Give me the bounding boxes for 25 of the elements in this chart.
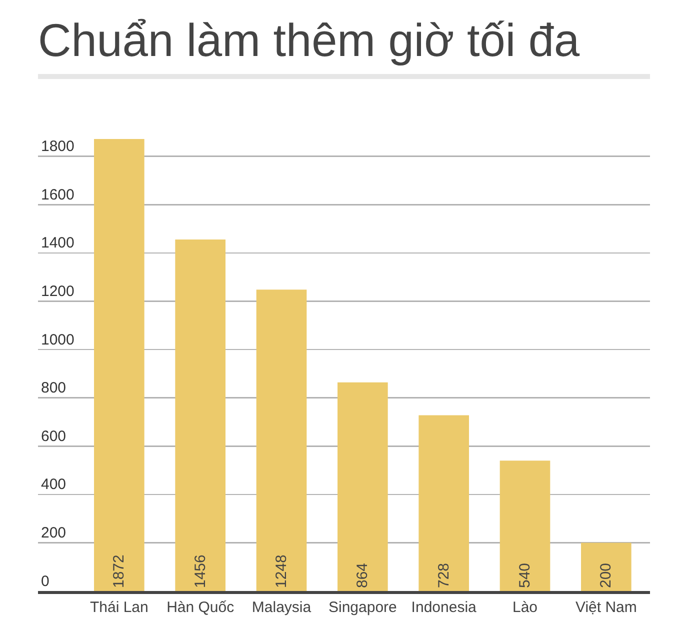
y-tick-label: 1000 [41,331,74,348]
y-tick-label: 200 [41,524,66,542]
chart-title: Chuẩn làm thêm giờ tối đa [38,14,580,66]
y-tick-label: 1800 [41,138,74,156]
data-label: 1872 [110,554,128,588]
x-tick-label: Malaysia [252,599,312,616]
data-label: 1456 [192,554,209,588]
data-label: 1248 [273,554,290,588]
y-tick-label: 400 [41,476,66,494]
y-tick-label: 0 [41,572,50,590]
data-label: 540 [516,562,534,588]
x-tick-label: Thái Lan [90,599,148,616]
y-tick-label: 600 [41,428,66,445]
x-tick-label: Singapore [328,599,397,616]
y-tick-label: 1400 [41,234,74,252]
y-tick-label: 1600 [41,186,74,204]
data-label: 728 [435,562,452,588]
data-label: 200 [598,562,615,588]
data-label: 864 [354,562,372,588]
y-tick-label: 800 [41,380,66,397]
x-tick-label: Việt Nam [575,599,637,616]
x-tick-label: Hàn Quốc [166,599,235,616]
x-tick-label: Lào [512,599,538,616]
x-tick-label: Indonesia [411,599,478,616]
y-tick-label: 1200 [41,283,74,300]
